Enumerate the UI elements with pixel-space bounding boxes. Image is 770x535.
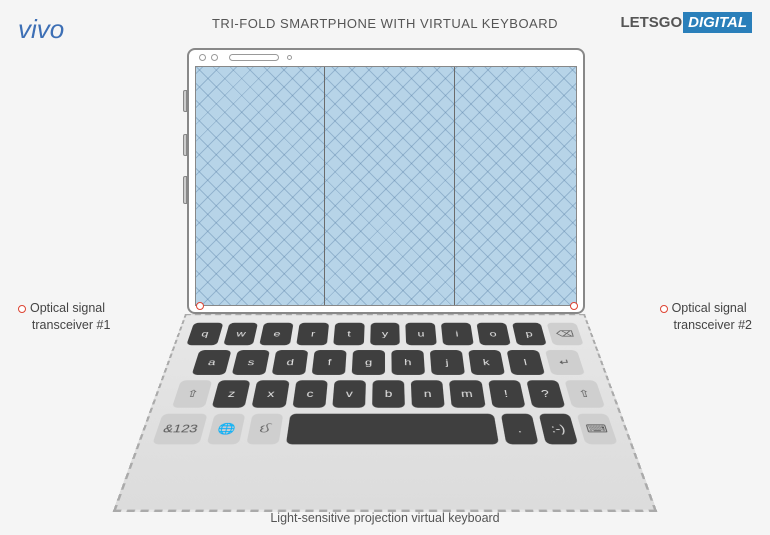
keyboard-key[interactable]: !: [488, 380, 526, 407]
keyboard-key[interactable]: j: [430, 350, 465, 375]
label-text: Optical signal: [672, 301, 747, 315]
keyboard-key[interactable]: o: [476, 323, 510, 345]
keyboard-key[interactable]: c: [292, 380, 328, 407]
keyboard-key[interactable]: t: [333, 323, 364, 345]
keyboard-key[interactable]: ↵: [545, 350, 585, 375]
trifold-screen: [195, 66, 577, 306]
side-button: [183, 176, 187, 204]
keyboard-grid: qwertyuiop⌫asdfghjkl↵⇧zxcvbnm!?⇧&123🌐ઈ.:…: [150, 323, 620, 451]
marker-dot-icon: [18, 305, 26, 313]
side-button: [183, 90, 187, 112]
keyboard-key[interactable]: u: [406, 323, 437, 345]
keyboard-key[interactable]: l: [507, 350, 546, 375]
keyboard-key[interactable]: q: [186, 323, 223, 345]
header: vivo TRI-FOLD SMARTPHONE WITH VIRTUAL KE…: [0, 12, 770, 40]
caption: Light-sensitive projection virtual keybo…: [270, 511, 499, 525]
camera-icon: [211, 54, 218, 61]
keyboard-key[interactable]: e: [260, 323, 294, 345]
keyboard-key[interactable]: w: [223, 323, 258, 345]
logo-letsgo-text: LETSGO: [620, 14, 682, 31]
fold-line-2: [454, 67, 455, 305]
transceiver-dot-1: [196, 302, 204, 310]
keyboard-key[interactable]: n: [411, 380, 445, 407]
keyboard-key[interactable]: s: [232, 350, 270, 375]
keyboard-key[interactable]: m: [449, 380, 485, 407]
keyboard-key[interactable]: [286, 414, 499, 445]
transceiver-dot-2: [570, 302, 578, 310]
keyboard-key[interactable]: h: [391, 350, 425, 375]
keyboard-key[interactable]: ⌫: [547, 323, 584, 345]
keyboard-key[interactable]: d: [272, 350, 309, 375]
keyboard-key[interactable]: ⇧: [172, 380, 213, 407]
keyboard-key[interactable]: .: [501, 414, 539, 445]
keyboard-key[interactable]: z: [212, 380, 251, 407]
marker-dot-icon: [660, 305, 668, 313]
keyboard-key[interactable]: i: [441, 323, 474, 345]
keyboard-key[interactable]: g: [352, 350, 385, 375]
label-text: Optical signal: [30, 301, 105, 315]
keyboard-key[interactable]: f: [312, 350, 347, 375]
logo-letsgo: LETSGODIGITAL: [620, 14, 752, 31]
virtual-keyboard-plane: qwertyuiop⌫asdfghjkl↵⇧zxcvbnm!?⇧&123🌐ઈ.:…: [113, 314, 658, 512]
keyboard-key[interactable]: ⌨: [577, 414, 618, 445]
keyboard-key[interactable]: x: [252, 380, 289, 407]
keyboard-key[interactable]: 🌐: [207, 414, 246, 445]
speaker-slot: [229, 54, 279, 61]
page-title: TRI-FOLD SMARTPHONE WITH VIRTUAL KEYBOAR…: [212, 16, 558, 31]
camera-icon: [199, 54, 206, 61]
keyboard-key[interactable]: v: [332, 380, 366, 407]
keyboard-key[interactable]: p: [512, 323, 547, 345]
keyboard-key[interactable]: k: [468, 350, 505, 375]
keyboard-key[interactable]: y: [370, 323, 400, 345]
keyboard-key[interactable]: ઈ: [246, 414, 283, 445]
phone-top-sensors: [195, 53, 577, 63]
keyboard-key[interactable]: b: [372, 380, 405, 407]
keyboard-key[interactable]: &123: [152, 414, 208, 445]
logo-vivo: vivo: [18, 14, 64, 45]
keyboard-key[interactable]: r: [296, 323, 329, 345]
side-button: [183, 134, 187, 156]
logo-letsgo-box: DIGITAL: [683, 12, 752, 33]
phone-frame: [187, 48, 585, 314]
keyboard-key[interactable]: ?: [526, 380, 565, 407]
keyboard-key[interactable]: a: [192, 350, 232, 375]
fold-line-1: [324, 67, 325, 305]
keyboard-key[interactable]: :-): [539, 414, 578, 445]
sensor-dot: [287, 55, 292, 60]
keyboard-stage: qwertyuiop⌫asdfghjkl↵⇧zxcvbnm!?⇧&123🌐ઈ.:…: [55, 314, 715, 514]
keyboard-key[interactable]: ⇧: [564, 380, 605, 407]
